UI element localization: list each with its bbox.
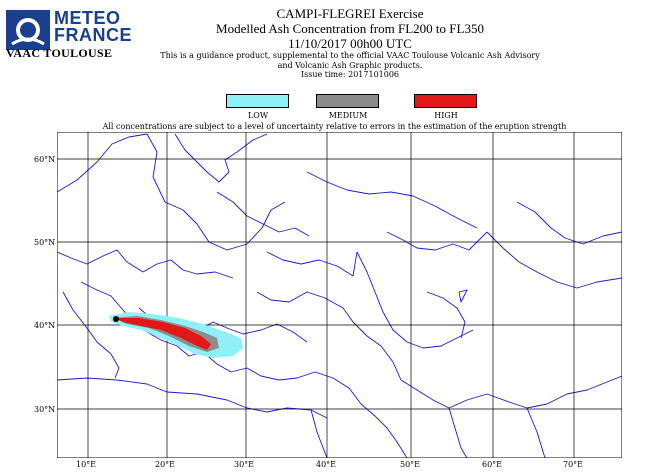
map-frame bbox=[57, 132, 622, 458]
volcano-source-marker bbox=[113, 316, 119, 322]
lon-label-30: 30°E bbox=[234, 460, 255, 469]
graticule bbox=[57, 132, 622, 458]
meteo-france-emblem-icon bbox=[6, 10, 50, 50]
legend-label-low: LOW bbox=[247, 111, 269, 120]
logo-wordmark: METEO FRANCE bbox=[54, 8, 132, 45]
legend-swatch-medium bbox=[316, 94, 379, 108]
legend-label-high: HIGH bbox=[434, 111, 458, 120]
logo-line2: FRANCE bbox=[54, 25, 132, 45]
lat-label-60: 60°N bbox=[34, 155, 56, 164]
vaac-label: VAAC TOULOUSE bbox=[6, 46, 113, 60]
legend-swatch-low bbox=[226, 94, 289, 108]
title-line2: Modelled Ash Concentration from FL200 to… bbox=[216, 21, 484, 36]
lon-label-20: 20°E bbox=[155, 460, 176, 469]
lat-label-40: 40°N bbox=[34, 321, 56, 330]
meteo-france-logo: METEO FRANCE bbox=[6, 8, 138, 64]
lat-label-50: 50°N bbox=[34, 238, 56, 247]
title-line3: 11/10/2017 00h00 UTC bbox=[288, 36, 412, 51]
legend-swatch-high bbox=[414, 94, 477, 108]
lat-label-30: 30°N bbox=[34, 405, 56, 414]
disclaimer-line1: This is a guidance product, supplemental… bbox=[160, 51, 540, 60]
logo-line1: METEO bbox=[54, 8, 121, 28]
disclaimer-line2: and Volcanic Ash Graphic products. bbox=[277, 60, 423, 70]
uncertainty-note: All concentrations are subject to a leve… bbox=[102, 122, 567, 131]
issue-time: Issue time: 2017101006 bbox=[300, 70, 400, 79]
legend: LOW MEDIUM HIGH bbox=[0, 94, 669, 130]
title-line1: CAMPI-FLEGREI Exercise bbox=[276, 6, 424, 21]
ash-map bbox=[57, 132, 622, 458]
title-block: CAMPI-FLEGREI Exercise Modelled Ash Conc… bbox=[150, 6, 550, 80]
lon-label-50: 50°E bbox=[400, 460, 421, 469]
lon-label-60: 60°E bbox=[482, 460, 503, 469]
ash-high-area bbox=[115, 318, 211, 350]
lon-label-70: 70°E bbox=[563, 460, 584, 469]
lon-label-10: 10°E bbox=[76, 460, 97, 469]
lon-label-40: 40°E bbox=[316, 460, 337, 469]
ash-plume bbox=[109, 312, 243, 358]
legend-label-medium: MEDIUM bbox=[328, 111, 368, 120]
